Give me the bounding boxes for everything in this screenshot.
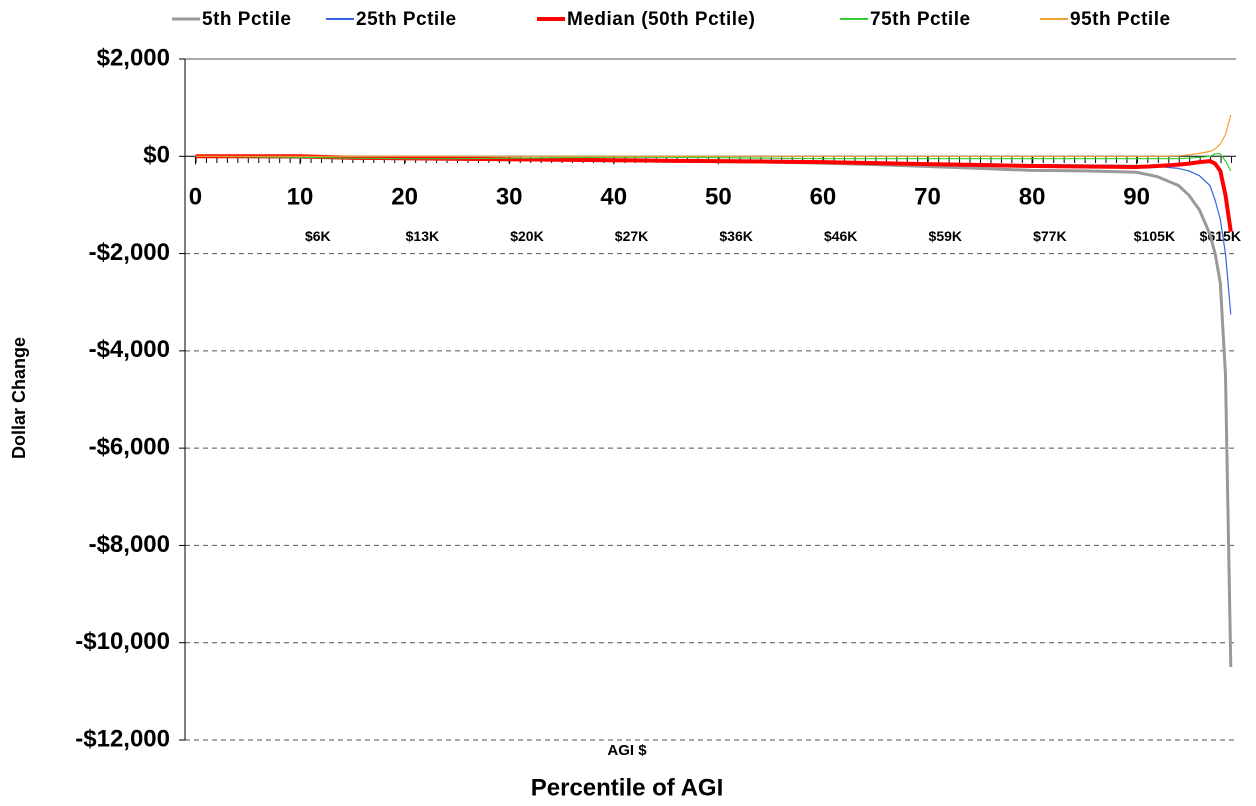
agi-label: $615K xyxy=(1200,228,1241,244)
y-axis-title: Dollar Change xyxy=(9,337,29,459)
series-line xyxy=(195,153,1232,172)
agi-label: $59K xyxy=(929,228,962,244)
y-tick-label: $0 xyxy=(143,142,170,169)
x-tick-label: 40 xyxy=(600,184,627,211)
x-axis-title: Percentile of AGI xyxy=(531,774,724,801)
agi-label: $27K xyxy=(615,228,648,244)
agi-label: $105K xyxy=(1134,228,1175,244)
x-tick-label: 70 xyxy=(914,184,941,211)
y-tick-label: -$10,000 xyxy=(75,628,170,655)
y-tick-label: $2,000 xyxy=(97,44,170,71)
agi-label: $46K xyxy=(824,228,857,244)
agi-label: $36K xyxy=(719,228,752,244)
y-tick-label: -$6,000 xyxy=(89,433,170,460)
series-line xyxy=(195,114,1232,157)
x-tick-label: 10 xyxy=(287,184,314,211)
agi-label: $13K xyxy=(406,228,439,244)
x-tick-label: 60 xyxy=(810,184,837,211)
y-tick-label: -$4,000 xyxy=(89,336,170,363)
x-tick-label: 90 xyxy=(1123,184,1150,211)
legend-label: 5th Pctile xyxy=(202,9,291,30)
legend-label: Median (50th Pctile) xyxy=(567,9,755,30)
legend-label: 25th Pctile xyxy=(356,9,457,30)
legend-label: 75th Pctile xyxy=(870,9,971,30)
x-tick-label: 50 xyxy=(705,184,732,211)
x-tick-label: 80 xyxy=(1019,184,1046,211)
series-line xyxy=(195,154,1233,668)
x-tick-label: 0 xyxy=(189,184,202,211)
y-tick-label: -$2,000 xyxy=(89,239,170,266)
x-sublabel: AGI $ xyxy=(607,742,647,759)
legend-label: 95th Pctile xyxy=(1070,9,1171,30)
y-tick-label: -$12,000 xyxy=(75,725,170,752)
x-tick-label: 20 xyxy=(391,184,418,211)
agi-label: $77K xyxy=(1033,228,1066,244)
y-tick-label: -$8,000 xyxy=(89,531,170,558)
agi-label: $20K xyxy=(510,228,543,244)
x-tick-label: 30 xyxy=(496,184,523,211)
agi-label: $6K xyxy=(305,228,331,244)
series-line xyxy=(195,155,1232,315)
